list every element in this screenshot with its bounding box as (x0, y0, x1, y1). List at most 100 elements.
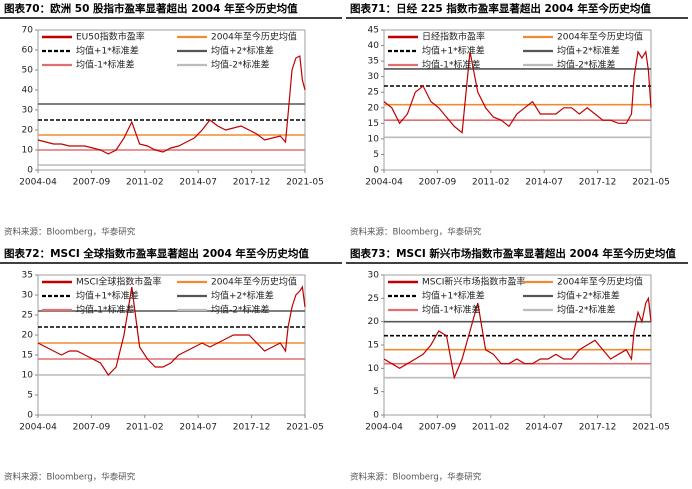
x-tick-label: 2004-04 (19, 178, 57, 188)
x-tick-label: 2021-05 (286, 178, 324, 188)
y-tick-label: 35 (368, 57, 379, 67)
legend-label: 均值-2*标准差 (557, 304, 615, 316)
chart-panel: 图表71：日经 225 指数市盈率显著超出 2004 年至今历史均值 0 5 10 15… (346, 2, 688, 238)
legend-label: 均值+1*标准差 (76, 45, 139, 57)
y-tick-label: 60 (22, 46, 34, 56)
y-tick-label: 0 (27, 166, 33, 176)
panel-title: 图表70：欧洲 50 股指市盈率显著超出 2004 年至今历史均值 (4, 2, 298, 15)
y-tick-label: 45 (368, 26, 379, 36)
x-tick-label: 2004-04 (19, 423, 57, 433)
legend-label: 均值+2*标准差 (211, 45, 274, 57)
plot-frame (37, 274, 306, 416)
source-note: 资料来源：Bloomberg，华泰研究 (350, 227, 482, 238)
legend-label: 均值-2*标准差 (211, 304, 269, 316)
y-tick-label: 20 (22, 126, 34, 136)
x-tick-label: 2004-04 (365, 178, 403, 188)
x-tick-label: 2007-09 (419, 423, 457, 433)
y-tick-label: 0 (373, 411, 379, 421)
source-note: 资料来源：Bloomberg，华泰研究 (350, 472, 482, 483)
legend-label: 日经指数市盈率 (422, 31, 485, 43)
y-tick-label: 10 (368, 364, 380, 374)
chart-panel: 图表70：欧洲 50 股指市盈率显著超出 2004 年至今历史均值 0 10 20 30… (0, 2, 342, 238)
x-tick-label: 2017-12 (233, 423, 271, 433)
x-tick-label: 2014-07 (179, 178, 217, 188)
legend-label: 均值+2*标准差 (557, 45, 620, 57)
legend-label: 2004年至今历史均值 (557, 276, 643, 288)
pe-line (383, 50, 652, 134)
x-tick-label: 2021-05 (286, 423, 324, 433)
legend-label: MSCI新兴市场指数市盈率 (422, 276, 525, 288)
y-tick-label: 30 (368, 271, 380, 281)
legend-label: 2004年至今历史均值 (557, 31, 643, 43)
y-tick-label: 10 (22, 146, 34, 156)
plot-frame (37, 29, 306, 171)
y-tick-label: 70 (22, 26, 34, 36)
legend-label: 均值-1*标准差 (76, 304, 134, 316)
chart-panel: 图表72：MSCI 全球指数市盈率显著超出 2004 年至今历史均值 0 5 10 15… (0, 247, 342, 483)
panel-title: 图表71：日经 225 指数市盈率显著超出 2004 年至今历史均值 (350, 2, 651, 15)
legend-label: 2004年至今历史均值 (211, 276, 297, 288)
y-tick-label: 25 (22, 311, 33, 321)
legend-label: 均值+1*标准差 (422, 290, 485, 302)
y-tick-label: 30 (22, 291, 34, 301)
y-tick-label: 35 (22, 271, 33, 281)
y-tick-label: 50 (22, 66, 34, 76)
y-tick-label: 5 (27, 391, 33, 401)
x-tick-label: 2014-07 (179, 423, 217, 433)
x-tick-label: 2007-09 (419, 178, 457, 188)
x-tick-label: 2014-07 (525, 423, 563, 433)
y-tick-label: 20 (368, 317, 380, 327)
legend-label: 均值+1*标准差 (422, 45, 485, 57)
pe-line (383, 296, 652, 380)
legend-label: 均值+2*标准差 (557, 290, 620, 302)
y-tick-label: 10 (22, 371, 34, 381)
x-tick-label: 2017-12 (579, 178, 617, 188)
y-tick-label: 15 (22, 351, 33, 361)
y-tick-label: 0 (373, 166, 379, 176)
x-tick-label: 2011-02 (126, 178, 164, 188)
y-tick-label: 30 (22, 106, 34, 116)
x-tick-label: 2007-09 (73, 178, 111, 188)
pe-line (37, 285, 306, 376)
legend-label: 均值-1*标准差 (422, 304, 480, 316)
legend-label: 2004年至今历史均值 (211, 31, 297, 43)
source-note: 资料来源：Bloomberg，华泰研究 (4, 472, 136, 483)
x-tick-label: 2011-02 (126, 423, 164, 433)
y-tick-label: 40 (22, 86, 34, 96)
legend-label: 均值-1*标准差 (422, 59, 480, 71)
x-tick-label: 2021-05 (632, 178, 670, 188)
x-tick-label: 2004-04 (365, 423, 403, 433)
legend-label: 均值+2*标准差 (211, 290, 274, 302)
panel-title: 图表72：MSCI 全球指数市盈率显著超出 2004 年至今历史均值 (4, 247, 309, 260)
legend-label: 均值-2*标准差 (557, 59, 615, 71)
source-note: 资料来源：Bloomberg，华泰研究 (4, 227, 136, 238)
y-tick-label: 40 (368, 41, 380, 51)
x-tick-label: 2014-07 (525, 178, 563, 188)
y-tick-label: 5 (373, 387, 379, 397)
legend-label: 均值+1*标准差 (76, 290, 139, 302)
x-tick-label: 2011-02 (472, 423, 510, 433)
x-tick-label: 2021-05 (632, 423, 670, 433)
y-tick-label: 0 (27, 411, 33, 421)
y-tick-label: 5 (373, 150, 379, 160)
legend-label: 均值-1*标准差 (76, 59, 134, 71)
chart-panel: 图表73：MSCI 新兴市场指数市盈率显著超出 2004 年至今历史均值 0 5 10… (346, 247, 688, 483)
y-tick-label: 30 (368, 72, 380, 82)
pe-line (37, 55, 306, 155)
y-tick-label: 10 (368, 134, 380, 144)
x-tick-label: 2007-09 (73, 423, 111, 433)
y-tick-label: 25 (368, 88, 379, 98)
y-tick-label: 20 (368, 103, 380, 113)
x-tick-label: 2017-12 (579, 423, 617, 433)
legend-label: EU50指数市盈率 (76, 31, 145, 43)
x-tick-label: 2017-12 (233, 178, 271, 188)
y-tick-label: 25 (368, 294, 379, 304)
y-tick-label: 20 (22, 331, 34, 341)
legend-label: 均值-2*标准差 (211, 59, 269, 71)
legend-label: MSCI全球指数市盈率 (76, 276, 161, 288)
x-tick-label: 2011-02 (472, 178, 510, 188)
y-tick-label: 15 (368, 119, 379, 129)
panel-title: 图表73：MSCI 新兴市场指数市盈率显著超出 2004 年至今历史均值 (350, 247, 676, 260)
